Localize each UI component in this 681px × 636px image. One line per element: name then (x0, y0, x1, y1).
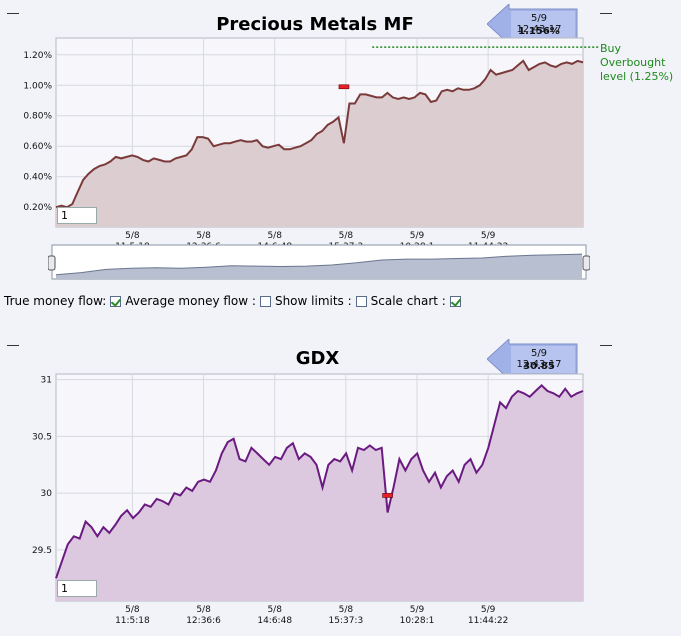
y-tick-label: 31 (41, 376, 52, 386)
chart-title: GDX (295, 348, 340, 369)
series-line (55, 59, 584, 209)
callout-value: 30.85 (523, 361, 555, 372)
x-tick-date: 5/8 (267, 605, 282, 615)
chart-options: True money flow: Average money flow : Sh… (4, 294, 465, 308)
chart-gdx: 3130.53029.55/811:5:185/812:36:65/814:6:… (32, 373, 584, 626)
y-tick-label: 29.5 (32, 546, 52, 556)
overview-area (56, 254, 582, 279)
y-tick-label: 30.5 (32, 432, 52, 442)
x-tick-date: 5/8 (125, 605, 140, 615)
minimize-icon[interactable] (600, 13, 612, 14)
show-limits-label: Show limits : (274, 294, 352, 308)
y-tick-label: 0.60% (23, 142, 52, 152)
minimize-icon[interactable] (7, 13, 19, 14)
period-input[interactable]: 1 (57, 207, 97, 224)
y-tick-label: 0.80% (23, 112, 52, 122)
series-line (55, 384, 584, 579)
y-tick-label: 1.00% (23, 81, 52, 91)
scale-chart-label: Scale chart : (370, 294, 446, 308)
y-tick-label: 0.20% (23, 203, 52, 213)
chart-title: Precious Metals MF (216, 14, 414, 35)
y-tick-label: 30 (41, 489, 53, 499)
value-callout: 5/9 12:43:17 1.156% (486, 2, 579, 46)
show-limits-checkbox[interactable] (355, 295, 367, 307)
x-tick-date: 5/8 (196, 231, 211, 241)
x-tick-date: 5/8 (125, 231, 140, 241)
x-tick-date: 5/9 (410, 605, 425, 615)
true-money-flow-checkbox[interactable] (110, 295, 122, 307)
slider-handle-right (582, 255, 590, 271)
x-tick-time: 11:44:22 (468, 616, 508, 626)
y-tick-label: 0.40% (23, 173, 52, 183)
minimize-icon[interactable] (7, 345, 19, 346)
x-tick-date: 5/9 (481, 605, 496, 615)
slider-handle-left (48, 255, 56, 271)
x-tick-date: 5/8 (267, 231, 282, 241)
callout-time: 5/9 12:43:17 (516, 13, 562, 35)
x-tick-time: 15:37:3 (328, 616, 363, 626)
x-tick-date: 5/8 (339, 231, 354, 241)
series-area (56, 60, 583, 228)
x-tick-time: 11:5:18 (115, 616, 150, 626)
event-marker (382, 493, 393, 498)
x-tick-time: 12:36:6 (186, 616, 221, 626)
chart-precious-metals: 1.20%1.00%0.80%0.60%0.40%0.20%5/811:5:18… (23, 37, 600, 252)
range-slider[interactable] (48, 243, 590, 287)
x-tick-time: 14:6:48 (257, 616, 292, 626)
period-input[interactable]: 1 (57, 580, 97, 597)
callout-time: 5/9 12:43:17 (516, 348, 562, 370)
scale-chart-checkbox[interactable] (449, 295, 461, 307)
x-tick-date: 5/9 (481, 231, 496, 241)
overview-line (55, 253, 583, 276)
x-tick-date: 5/8 (339, 605, 354, 615)
x-tick-time: 10:28:1 (400, 616, 435, 626)
callout-arrow-icon (486, 2, 578, 46)
y-tick-label: 1.20% (23, 51, 52, 61)
event-marker (338, 84, 350, 90)
average-money-flow-label: Average money flow : (125, 294, 256, 308)
minimize-icon[interactable] (600, 345, 612, 346)
callout-value: 1.156% (518, 26, 560, 37)
x-tick-date: 5/8 (196, 605, 211, 615)
series-area (56, 385, 583, 601)
average-money-flow-checkbox[interactable] (259, 295, 271, 307)
reference-line-label: Buy Overbought level (1.25%) (600, 42, 674, 83)
x-tick-date: 5/9 (410, 231, 425, 241)
true-money-flow-label: True money flow: (4, 294, 107, 308)
